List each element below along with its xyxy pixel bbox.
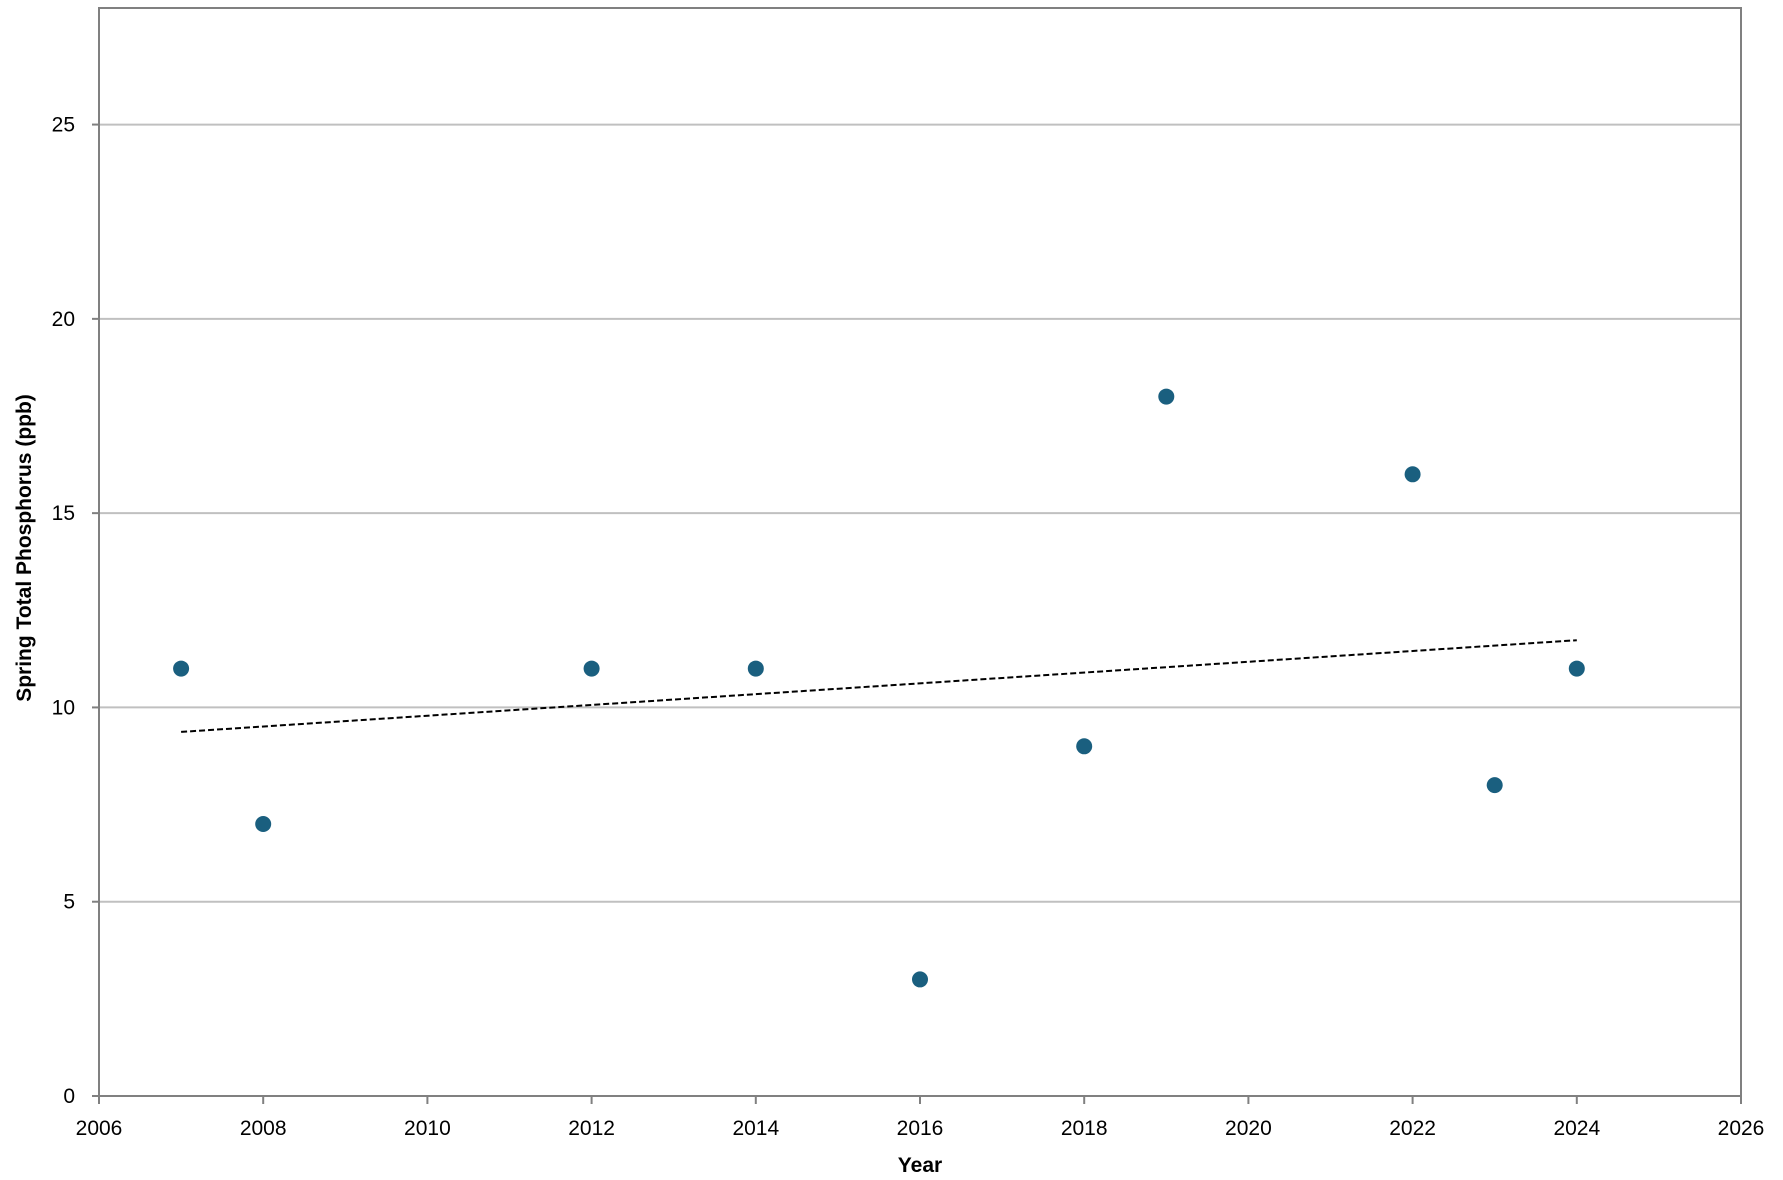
y-axis-title: Spring Total Phosphorus (ppb) <box>13 394 36 702</box>
trendline-layer <box>181 639 1577 733</box>
y-tick-label-25: 25 <box>52 114 75 137</box>
x-tick-label-2026: 2026 <box>1718 1117 1765 1140</box>
x-tick-label-2006: 2006 <box>76 1117 123 1140</box>
grid-lines <box>99 123 1741 903</box>
y-tick-label-15: 15 <box>52 502 75 525</box>
x-tick-label-2010: 2010 <box>404 1117 451 1140</box>
data-point-2014 <box>747 660 764 677</box>
data-point-2012 <box>583 660 600 677</box>
x-tick-label-2012: 2012 <box>568 1117 615 1140</box>
x-tick-label-2020: 2020 <box>1225 1117 1272 1140</box>
x-tick-label-2016: 2016 <box>897 1117 944 1140</box>
data-point-2022 <box>1404 466 1421 483</box>
data-point-2019 <box>1158 388 1175 405</box>
y-tick-label-5: 5 <box>63 891 75 914</box>
linear-trendline <box>181 639 1577 733</box>
y-tick-label-10: 10 <box>52 696 75 719</box>
data-points <box>173 388 1585 988</box>
x-tick-label-2022: 2022 <box>1389 1117 1436 1140</box>
data-point-2018 <box>1076 738 1093 755</box>
data-point-2023 <box>1486 777 1503 794</box>
plot-area-border <box>98 7 1742 1097</box>
data-point-2008 <box>255 816 272 832</box>
x-tick-label-2024: 2024 <box>1553 1117 1600 1140</box>
data-point-2024 <box>1568 660 1585 677</box>
data-point-2016 <box>912 971 928 988</box>
x-tick-label-2008: 2008 <box>240 1117 287 1140</box>
y-tick-label-20: 20 <box>52 308 75 331</box>
data-point-2007 <box>173 660 190 677</box>
x-tick-label-2014: 2014 <box>732 1117 779 1140</box>
x-axis-title: Year <box>898 1154 942 1177</box>
axis-ticks <box>92 123 1742 1104</box>
x-tick-label-2018: 2018 <box>1061 1117 1108 1140</box>
y-tick-label-0: 0 <box>63 1085 75 1108</box>
tick-labels: 0 5 10 15 20 25 2006 2008 2010 2012 2014 2016 2018 20… <box>52 114 1765 1140</box>
